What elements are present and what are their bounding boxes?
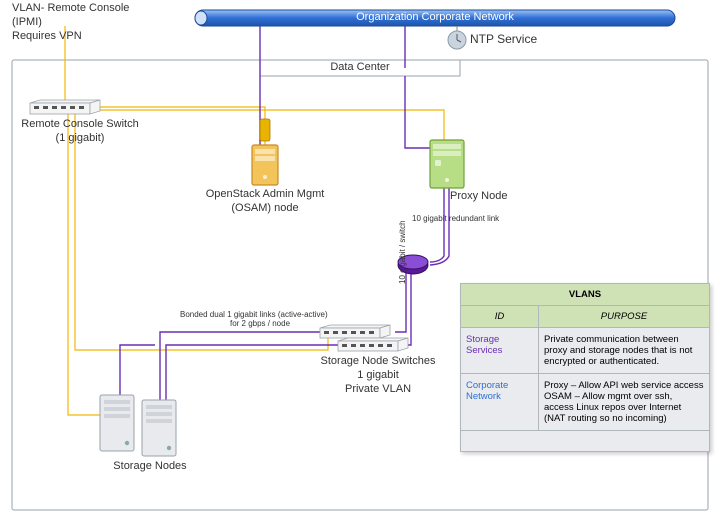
- corp-network-label: Organization Corporate Network: [356, 11, 514, 23]
- vlan-table: VLANS ID PURPOSE Storage Services Privat…: [460, 283, 710, 452]
- datacenter-title: Data Center: [330, 61, 389, 73]
- storage-nodes-label: Storage Nodes: [113, 460, 186, 472]
- row-corp-id: Corporate Network: [461, 374, 539, 430]
- row-corp-purpose: Proxy – Allow API web service access OSA…: [539, 374, 709, 430]
- bonded-note: Bonded dual 1 gigabit links (active-acti…: [180, 310, 328, 319]
- osam-label: OpenStack Admin Mgmt: [206, 188, 325, 200]
- vlan-note: VLAN- Remote Console: [12, 2, 129, 14]
- row-storage-id: Storage Services: [461, 328, 539, 373]
- proxy-link-label: 10 gigabit redundant link: [412, 214, 499, 223]
- col-purpose: PURPOSE: [539, 306, 709, 327]
- row-storage-purpose: Private communication between proxy and …: [539, 328, 709, 373]
- proxy-label: Proxy Node: [450, 190, 507, 202]
- ntp-label: NTP Service: [470, 32, 537, 46]
- sns-label: Storage Node Switches: [321, 355, 436, 367]
- vlan-table-title: VLANS: [461, 284, 709, 306]
- vswitch-label: 10 gigabit / switch: [398, 220, 407, 284]
- remote-console-label: Remote Console Switch: [21, 118, 138, 130]
- col-id: ID: [461, 306, 539, 327]
